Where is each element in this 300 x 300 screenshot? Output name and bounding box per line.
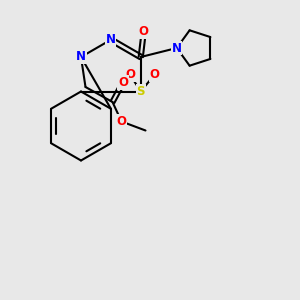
Text: O: O <box>116 115 127 128</box>
Text: S: S <box>136 85 145 98</box>
Text: N: N <box>76 50 86 64</box>
Text: O: O <box>149 68 159 82</box>
Text: O: O <box>139 25 149 38</box>
Text: O: O <box>118 76 128 89</box>
Text: O: O <box>125 68 135 82</box>
Text: N: N <box>106 33 116 46</box>
Text: N: N <box>172 41 182 55</box>
